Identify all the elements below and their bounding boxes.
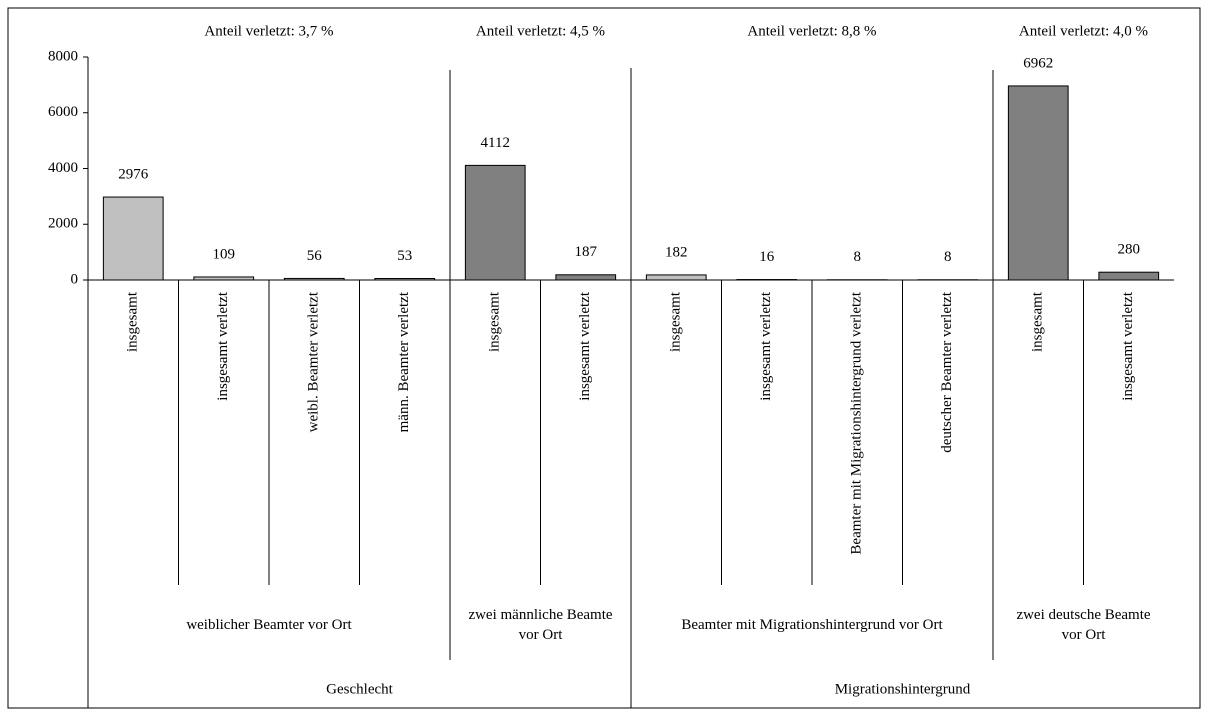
data-label: 4112 bbox=[481, 135, 510, 151]
annotation: Anteil verletzt: 3,7 % bbox=[204, 23, 333, 39]
x-tick-label: insgesamt bbox=[125, 291, 141, 352]
bar bbox=[283, 277, 345, 281]
annotation: Anteil verletzt: 8,8 % bbox=[747, 23, 876, 39]
frame bbox=[7, 7, 1201, 709]
data-label: 8 bbox=[854, 249, 862, 265]
x-tick-label: männ. Beamter verletzt bbox=[396, 291, 412, 432]
annotation: Anteil verletzt: 4,5 % bbox=[476, 23, 605, 39]
x-tick-label: insgesamt verletzt bbox=[1120, 291, 1136, 401]
bar bbox=[1098, 271, 1160, 281]
x-tick-label: insgesamt bbox=[1030, 291, 1046, 352]
x-tick-label: insgesamt verletzt bbox=[215, 291, 231, 401]
data-label: 8 bbox=[944, 249, 952, 265]
bar bbox=[555, 274, 617, 281]
x-tick-label: weibl. Beamter verletzt bbox=[306, 291, 322, 432]
y-tick-label: 2000 bbox=[48, 216, 78, 232]
data-label: 2976 bbox=[118, 166, 149, 182]
y-tick-label: 6000 bbox=[48, 104, 78, 120]
annotation: Anteil verletzt: 4,0 % bbox=[1019, 23, 1148, 39]
group-label: Beamter mit Migrationshintergrund vor Or… bbox=[681, 617, 943, 633]
section-label: Geschlecht bbox=[326, 681, 393, 697]
bar bbox=[464, 164, 526, 281]
bar bbox=[193, 276, 255, 281]
data-label: 109 bbox=[213, 246, 236, 262]
y-tick-label: 0 bbox=[71, 271, 79, 287]
section-label: Migrationshintergrund bbox=[835, 681, 971, 697]
data-label: 187 bbox=[575, 244, 598, 260]
y-tick-label: 4000 bbox=[48, 160, 78, 176]
bar bbox=[1007, 85, 1069, 281]
x-tick-label: Beamter mit Migrationshintergrund verlet… bbox=[849, 291, 865, 554]
bar bbox=[645, 274, 707, 281]
data-label: 56 bbox=[307, 248, 323, 264]
bar bbox=[102, 196, 164, 281]
data-label: 16 bbox=[759, 249, 775, 265]
x-tick-label: insgesamt verletzt bbox=[758, 291, 774, 401]
data-label: 6962 bbox=[1023, 55, 1053, 71]
x-tick-label: deutscher Beamter verletzt bbox=[939, 291, 955, 453]
x-tick-label: insgesamt bbox=[487, 291, 503, 352]
group-label: zwei deutsche Beamte vor Ort bbox=[1016, 607, 1151, 643]
y-tick-label: 8000 bbox=[48, 48, 78, 64]
bar bbox=[374, 278, 436, 281]
x-tick-label: insgesamt verletzt bbox=[577, 291, 593, 401]
data-label: 182 bbox=[665, 244, 688, 260]
group-label: weiblicher Beamter vor Ort bbox=[186, 617, 352, 633]
group-label: zwei männliche Beamte vor Ort bbox=[468, 607, 613, 643]
data-label: 53 bbox=[397, 248, 412, 264]
data-label: 280 bbox=[1118, 242, 1141, 258]
x-tick-label: insgesamt bbox=[668, 291, 684, 352]
